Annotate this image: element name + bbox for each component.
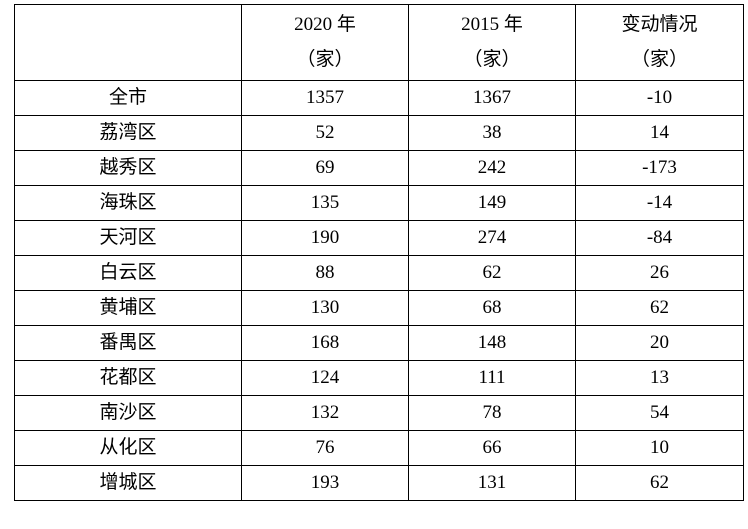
table-row: 天河区 190 274 -84: [14, 220, 744, 256]
district-cell: 全市: [14, 80, 242, 116]
district-cell: 南沙区: [14, 395, 242, 431]
header-line2: （家）: [296, 48, 354, 70]
value-2015-cell: 242: [408, 150, 576, 186]
header-line2: （家）: [463, 48, 521, 70]
value-2015-cell: 68: [408, 290, 576, 326]
table-row: 白云区 88 62 26: [14, 255, 744, 291]
header-cell-2015: 2015 年 （家）: [408, 4, 576, 81]
table-row: 越秀区 69 242 -173: [14, 150, 744, 186]
district-cell: 增城区: [14, 465, 242, 501]
value-2015-cell: 111: [408, 360, 576, 396]
value-2020-cell: 1357: [241, 80, 409, 116]
value-2015-cell: 274: [408, 220, 576, 256]
header-line1: 变动情况: [621, 13, 698, 35]
value-2020-cell: 132: [241, 395, 409, 431]
district-cell: 花都区: [14, 360, 242, 396]
change-cell: 14: [575, 115, 744, 151]
value-2015-cell: 38: [408, 115, 576, 151]
district-cell: 天河区: [14, 220, 242, 256]
table-row: 增城区 193 131 62: [14, 465, 744, 501]
table-body: 2020 年 （家） 2015 年 （家） 变动情况 （家） 全市 1357 136…: [14, 4, 744, 501]
value-2020-cell: 130: [241, 290, 409, 326]
district-cell: 黄埔区: [14, 290, 242, 326]
value-2015-cell: 66: [408, 430, 576, 466]
value-2020-cell: 193: [241, 465, 409, 501]
district-cell: 白云区: [14, 255, 242, 291]
district-cell: 海珠区: [14, 185, 242, 221]
value-2015-cell: 131: [408, 465, 576, 501]
table-row: 海珠区 135 149 -14: [14, 185, 744, 221]
table-row: 荔湾区 52 38 14: [14, 115, 744, 151]
district-cell: 荔湾区: [14, 115, 242, 151]
change-cell: 20: [575, 325, 744, 361]
value-2020-cell: 76: [241, 430, 409, 466]
change-cell: -10: [575, 80, 744, 116]
header-cell-2020: 2020 年 （家）: [241, 4, 409, 81]
change-cell: 62: [575, 290, 744, 326]
table-row: 黄埔区 130 68 62: [14, 290, 744, 326]
header-cell-change: 变动情况 （家）: [575, 4, 744, 81]
district-cell: 从化区: [14, 430, 242, 466]
value-2020-cell: 52: [241, 115, 409, 151]
change-cell: -173: [575, 150, 744, 186]
header-cell-district: [14, 4, 242, 81]
value-2015-cell: 148: [408, 325, 576, 361]
header-row: 2020 年 （家） 2015 年 （家） 变动情况 （家）: [14, 4, 744, 81]
district-cell: 越秀区: [14, 150, 242, 186]
table-row: 花都区 124 111 13: [14, 360, 744, 396]
table-row: 从化区 76 66 10: [14, 430, 744, 466]
value-2020-cell: 88: [241, 255, 409, 291]
change-cell: 13: [575, 360, 744, 396]
header-line1: 2015 年: [461, 13, 523, 35]
table-row: 番禺区 168 148 20: [14, 325, 744, 361]
value-2015-cell: 62: [408, 255, 576, 291]
value-2020-cell: 190: [241, 220, 409, 256]
value-2015-cell: 149: [408, 185, 576, 221]
value-2015-cell: 1367: [408, 80, 576, 116]
value-2020-cell: 124: [241, 360, 409, 396]
change-cell: -84: [575, 220, 744, 256]
district-cell: 番禺区: [14, 325, 242, 361]
table-row: 全市 1357 1367 -10: [14, 80, 744, 116]
table-row: 南沙区 132 78 54: [14, 395, 744, 431]
change-cell: 10: [575, 430, 744, 466]
change-cell: 54: [575, 395, 744, 431]
value-2020-cell: 168: [241, 325, 409, 361]
value-2020-cell: 135: [241, 185, 409, 221]
value-2020-cell: 69: [241, 150, 409, 186]
header-line2: （家）: [630, 48, 688, 70]
district-count-table: 2020 年 （家） 2015 年 （家） 变动情况 （家） 全市 1357 136…: [14, 4, 744, 501]
change-cell: 62: [575, 465, 744, 501]
change-cell: -14: [575, 185, 744, 221]
value-2015-cell: 78: [408, 395, 576, 431]
change-cell: 26: [575, 255, 744, 291]
header-line1: 2020 年: [294, 13, 356, 35]
